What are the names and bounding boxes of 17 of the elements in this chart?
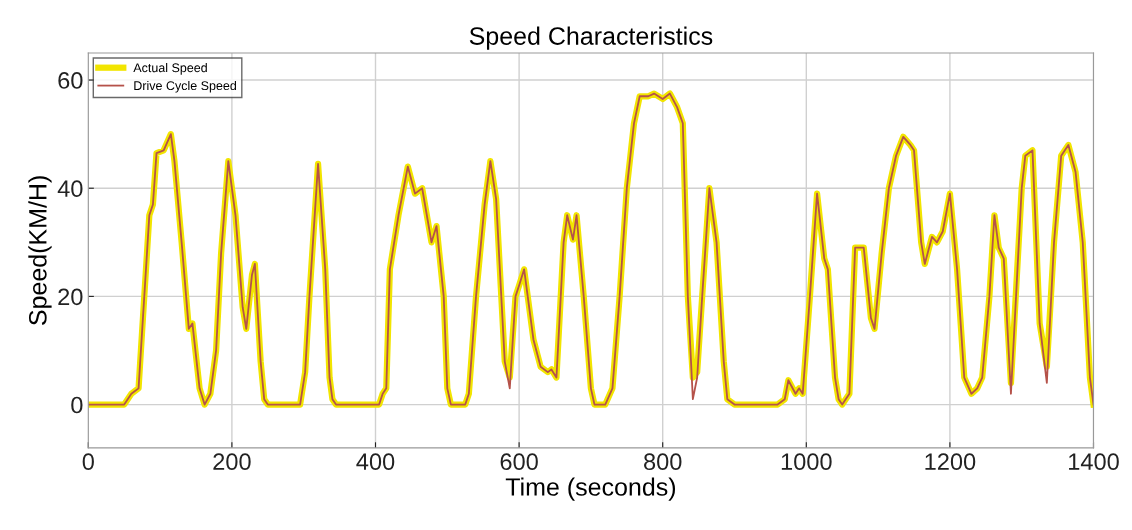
legend-label: Drive Cycle Speed: [134, 80, 237, 93]
x-tick-label: 1400: [1069, 453, 1119, 471]
y-axis-title: Speed(KM/H): [28, 176, 52, 326]
y-tick-label: 20: [58, 288, 83, 306]
x-tick-label: 600: [500, 453, 538, 471]
x-tick-label: 1000: [781, 453, 832, 471]
x-tick-label: 0: [82, 453, 94, 471]
y-tick-label: 60: [58, 72, 83, 89]
legend-label: Actual Speed: [133, 63, 207, 75]
y-tick-label: 40: [57, 180, 83, 198]
x-tick-label: 200: [213, 453, 251, 471]
x-axis-title: Time (seconds): [505, 477, 676, 501]
x-tick-label: 800: [644, 453, 682, 471]
x-tick-label: 400: [356, 453, 395, 471]
y-tick-label: 0: [71, 396, 83, 414]
chart-title: Speed Characteristics: [469, 26, 713, 50]
x-tick-label: 1200: [925, 453, 976, 471]
